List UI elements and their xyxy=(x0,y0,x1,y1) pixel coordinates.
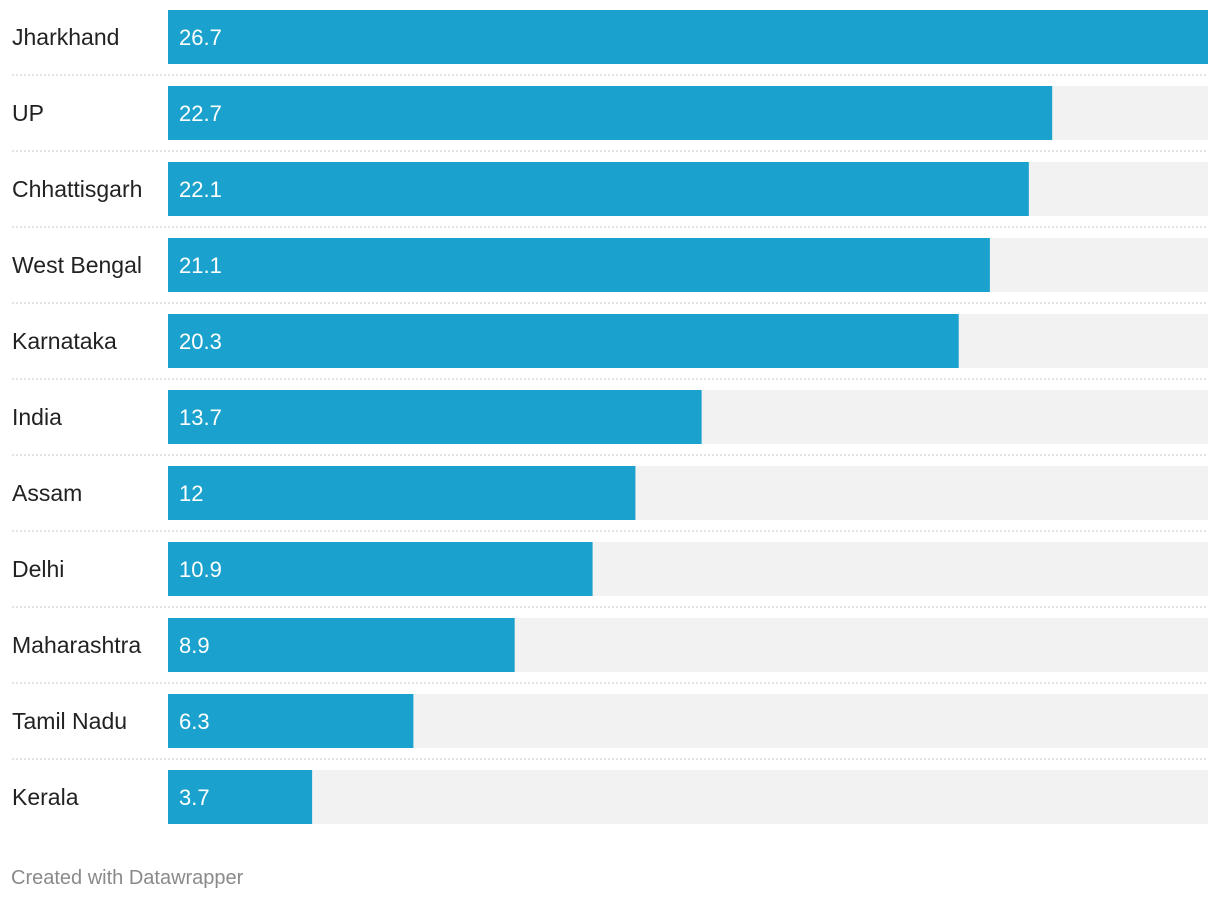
bar[interactable] xyxy=(168,162,1029,216)
value-label: 13.7 xyxy=(179,405,222,430)
value-label: 22.7 xyxy=(179,101,222,126)
bar[interactable] xyxy=(168,390,702,444)
row-jharkhand: Jharkhand 26.7 xyxy=(12,10,1208,76)
value-label: 3.7 xyxy=(179,785,210,810)
bar[interactable] xyxy=(168,10,1208,64)
value-label: 22.1 xyxy=(179,177,222,202)
value-label: 12 xyxy=(179,481,203,506)
chart-rows: Jharkhand 26.7 UP 22.7 Chhattisgarh 22.1 West … xyxy=(12,10,1208,824)
category-label: Maharashtra xyxy=(12,632,141,658)
category-label: West Bengal xyxy=(12,252,142,278)
bar[interactable] xyxy=(168,542,593,596)
row-maharashtra: Maharashtra 8.9 xyxy=(12,618,1208,684)
value-label: 6.3 xyxy=(179,709,210,734)
category-label: Assam xyxy=(12,480,82,506)
value-label: 8.9 xyxy=(179,633,210,658)
row-kerala: Kerala 3.7 xyxy=(12,770,1208,824)
bar[interactable] xyxy=(168,466,636,520)
category-label: Jharkhand xyxy=(12,24,119,50)
row-delhi: Delhi 10.9 xyxy=(12,542,1208,608)
row-up: UP 22.7 xyxy=(12,86,1208,152)
bar[interactable] xyxy=(168,694,414,748)
category-label: Kerala xyxy=(12,784,79,810)
category-label: Chhattisgarh xyxy=(12,176,142,202)
bar[interactable] xyxy=(168,314,959,368)
row-chhattisgarh: Chhattisgarh 22.1 xyxy=(12,162,1208,228)
value-label: 21.1 xyxy=(179,253,222,278)
row-west-bengal: West Bengal 21.1 xyxy=(12,238,1208,304)
category-label: Tamil Nadu xyxy=(12,708,127,734)
bar-track xyxy=(168,770,1208,824)
value-label: 26.7 xyxy=(179,25,222,50)
datawrapper-credit[interactable]: Created with Datawrapper xyxy=(11,867,244,889)
category-label: Delhi xyxy=(12,556,64,582)
bar[interactable] xyxy=(168,86,1053,140)
row-karnataka: Karnataka 20.3 xyxy=(12,314,1208,380)
value-label: 10.9 xyxy=(179,557,222,582)
bar[interactable] xyxy=(168,238,990,292)
category-label: India xyxy=(12,404,62,430)
row-assam: Assam 12 xyxy=(12,466,1208,532)
row-india: India 13.7 xyxy=(12,390,1208,456)
row-tamil-nadu: Tamil Nadu 6.3 xyxy=(12,694,1208,760)
category-label: UP xyxy=(12,100,44,126)
value-label: 20.3 xyxy=(179,329,222,354)
bar[interactable] xyxy=(168,618,515,672)
category-label: Karnataka xyxy=(12,328,117,354)
bar[interactable] xyxy=(168,770,313,824)
